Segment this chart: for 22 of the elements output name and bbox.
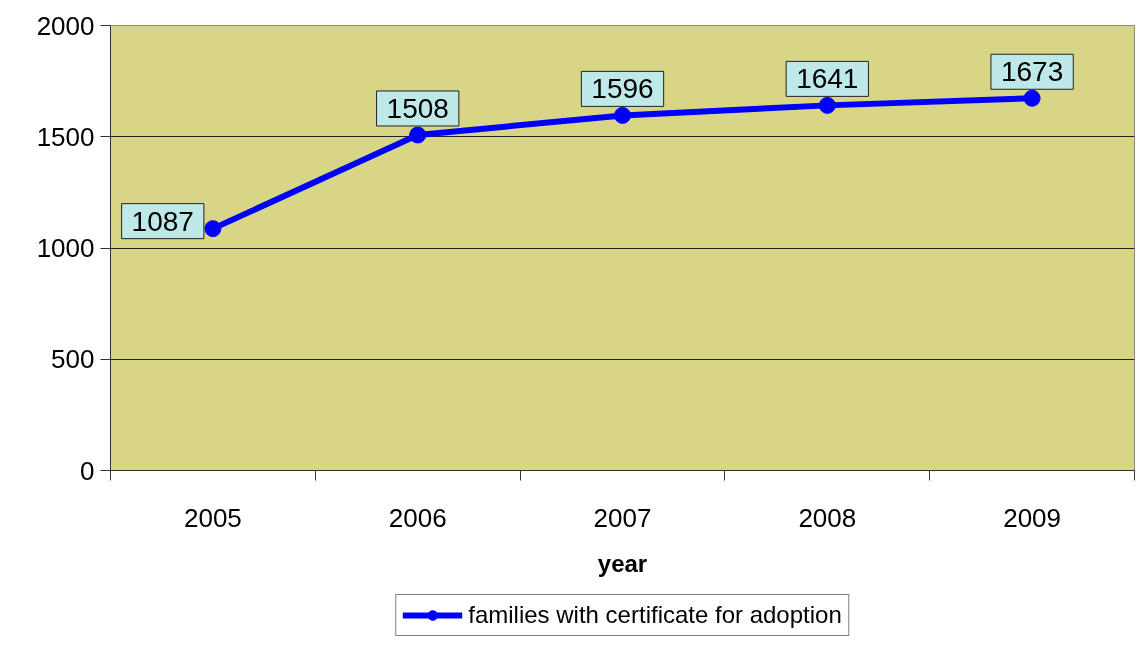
point <box>614 106 631 124</box>
x-tick-label: 2009 <box>1003 502 1062 533</box>
point <box>204 220 222 238</box>
legend-label: families with certificate for adoption <box>468 600 842 629</box>
data-label: 1508 <box>386 92 449 124</box>
data-label: 1673 <box>1000 56 1064 88</box>
x-tick-label: 2006 <box>388 502 447 533</box>
data-label: 1087 <box>131 205 194 237</box>
y-tick-label: 2000 <box>36 10 95 41</box>
y-tick-label: 1000 <box>36 233 95 263</box>
y-tick-label: 1500 <box>36 121 95 152</box>
point <box>818 96 836 114</box>
x-tick-label: 2005 <box>183 502 242 533</box>
point <box>1023 89 1041 107</box>
y-tick-label: 0 <box>80 455 95 486</box>
x-tick-label: 2007 <box>593 502 652 533</box>
y-tick-label: 500 <box>51 344 95 375</box>
data-label: 1596 <box>591 73 654 105</box>
x-tick-label: 2008 <box>798 502 857 533</box>
data-label: 1641 <box>796 63 859 95</box>
point <box>409 126 427 144</box>
x-axis-title: year <box>597 549 648 577</box>
